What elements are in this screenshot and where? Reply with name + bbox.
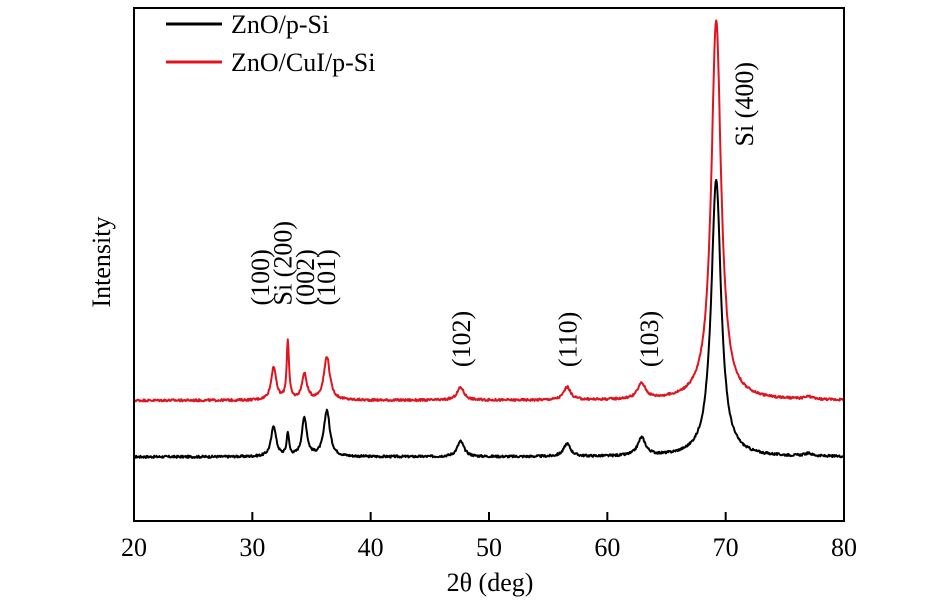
legend: ZnO/p-Si ZnO/CuI/p-Si — [166, 10, 375, 77]
axis-ticks: 20 30 40 50 60 70 80 — [121, 512, 857, 562]
peak-label: (101) — [312, 249, 341, 305]
x-tick-label: 20 — [121, 533, 147, 562]
x-tick-label: 60 — [594, 533, 620, 562]
peak-label: Si (400) — [730, 62, 759, 147]
y-axis-title: Intensity — [87, 217, 116, 308]
x-axis-title: 2θ (deg) — [447, 568, 534, 597]
x-tick-label: 70 — [713, 533, 739, 562]
legend-label: ZnO/p-Si — [231, 10, 329, 39]
peak-label: (102) — [447, 311, 476, 367]
peak-label: (110) — [554, 312, 583, 367]
plot-layer — [133, 19, 845, 459]
legend-label: ZnO/CuI/p-Si — [231, 48, 375, 77]
peak-label: Si (200) — [268, 221, 297, 306]
peak-label: (100) — [246, 249, 275, 305]
x-tick-label: 50 — [476, 533, 502, 562]
series-line-1 — [133, 19, 845, 403]
x-tick-label: 80 — [831, 533, 857, 562]
series-line-0 — [133, 178, 845, 459]
peak-annotations: (100)Si (200)(002)(101) (102) (110) (103) Si… — [246, 62, 759, 367]
x-tick-label: 40 — [358, 533, 384, 562]
peak-label: (103) — [635, 311, 664, 367]
x-tick-label: 30 — [239, 533, 265, 562]
peak-label: (002) — [291, 249, 320, 305]
